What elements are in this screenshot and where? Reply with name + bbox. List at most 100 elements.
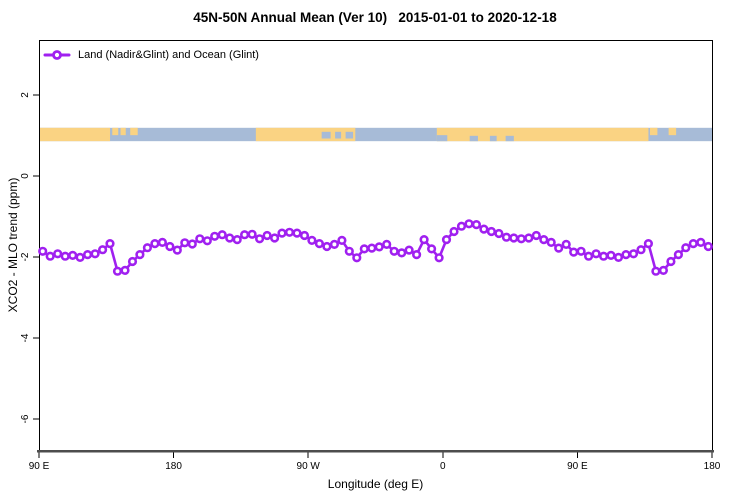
series-marker [479,224,489,234]
series-marker [262,230,272,241]
series-marker [97,245,108,255]
y-tick-label: -6 [20,414,31,423]
map-band-coast-notch [436,135,448,142]
map-band-lake [345,131,354,139]
series-marker [352,253,362,263]
series-marker [703,241,713,252]
series-marker [53,249,63,259]
series-marker [68,250,78,260]
series-marker [314,239,325,249]
series-marker [673,250,684,260]
series-marker [486,226,497,237]
series-marker [187,239,197,249]
map-band-lake [335,131,342,139]
series-marker [232,235,242,245]
x-tick-label: 180 [704,461,721,472]
map-band-island [649,127,658,136]
map-band-island [112,127,119,136]
series-marker [681,243,691,253]
series-marker [688,239,698,249]
x-axis-title: Longitude (deg E) [327,477,424,491]
series-marker [464,219,474,229]
series-marker [270,233,280,243]
map-band-island [130,127,138,136]
series-marker [299,230,310,241]
series-marker [90,249,100,259]
series-marker [180,238,190,248]
y-tick-label: 2 [20,92,31,98]
series-marker [247,229,257,239]
series-marker [112,266,123,276]
series-marker [240,230,250,240]
map-band-inland-sea [489,135,497,142]
series-marker [374,242,384,252]
series-marker [651,266,661,276]
series-marker [539,235,549,245]
series-marker [658,265,669,276]
series-marker [449,226,459,237]
series-marker [441,235,452,245]
legend-label: Land (Nadir&Glint) and Ocean (Glint) [78,49,259,61]
series-marker [142,243,152,253]
series-marker [576,246,586,256]
x-tick-label: 90 E [567,461,588,472]
series-marker [307,235,317,245]
series-marker [195,234,205,244]
series-marker [382,239,392,249]
series-marker [217,230,227,240]
series-marker [225,233,235,243]
series-marker [105,239,115,249]
series-marker [45,251,55,261]
series-marker [598,251,609,261]
series-marker [75,252,85,262]
series-marker [329,239,340,249]
series-marker [628,249,639,259]
series-marker [516,234,526,244]
map-band-land [39,127,111,142]
map-band-inland-sea [505,135,514,142]
x-tick-label: 180 [165,461,182,472]
series-marker [613,252,624,262]
series-marker [292,228,302,238]
series-marker [456,221,467,231]
map-band-island [668,127,677,136]
y-tick-label: -4 [20,333,31,342]
series-marker [120,265,130,276]
series-marker [554,243,564,253]
series-marker [127,256,138,267]
series-marker [509,233,519,243]
series-marker [38,246,48,256]
series-marker [367,243,377,253]
x-axis-baseline [37,450,714,453]
series-marker [82,250,93,260]
series-marker [277,228,287,238]
map-band-inland-sea [469,135,478,142]
series-marker [337,235,347,245]
legend-key-marker [52,50,62,60]
map-band-island [120,127,126,136]
map-band-land [436,127,649,142]
series-marker [696,237,706,247]
series-marker [210,231,220,241]
series-marker [157,237,167,247]
y-tick-label: 0 [20,173,31,179]
series-marker [569,247,579,257]
series-marker [666,256,676,267]
x-tick-label: 0 [440,461,446,472]
series-marker [202,236,212,246]
series-marker [643,239,654,249]
series-marker [501,232,512,242]
series-marker [531,230,541,241]
series-marker [561,239,571,249]
series-marker [427,244,437,254]
series-marker [583,251,594,261]
series-marker [284,227,295,237]
series-marker [419,235,429,245]
series-marker [165,241,175,252]
series-marker [434,253,444,263]
series-marker [150,239,160,249]
series-marker [606,250,616,260]
series-marker [412,250,422,260]
